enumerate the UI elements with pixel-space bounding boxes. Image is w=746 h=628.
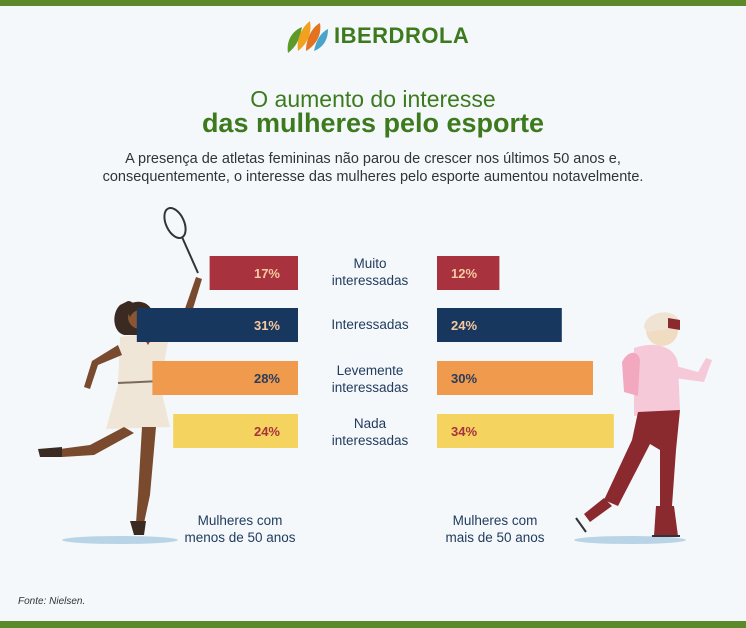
- group-label-over-50: Mulheres com mais de 50 anos: [445, 513, 545, 545]
- bar-over50-1: [437, 308, 562, 342]
- title-line-2: das mulheres pelo esporte: [201, 108, 545, 138]
- top-stripe: [0, 0, 746, 6]
- iberdrola-logo: IBERDROLA: [284, 16, 469, 56]
- group-label-under-50: Mulheres com menos de 50 anos: [184, 513, 296, 545]
- subtitle: A presença de atletas femininas não paro…: [102, 151, 644, 185]
- bar-over50-2: [437, 361, 593, 395]
- category-label-levemente: Levemente interessadas: [331, 363, 409, 395]
- category-label-muito: Muito interessadas: [331, 256, 409, 288]
- bar-label-under50-0: 17%: [254, 266, 280, 281]
- category-label-interessadas: Interessadas: [331, 317, 409, 332]
- bar-label-over50-3: 34%: [451, 424, 477, 439]
- bar-over50-3: [437, 414, 614, 448]
- badminton-player-illustration: [38, 207, 202, 544]
- bar-under50-1: [136, 308, 298, 342]
- bar-over50-0: [437, 256, 500, 290]
- bar-label-under50-1: 31%: [254, 318, 280, 333]
- logo-text: IBERDROLA: [334, 23, 470, 48]
- bar-label-under50-2: 28%: [254, 371, 280, 386]
- bar-under50-0: [209, 256, 298, 290]
- bar-under50-2: [152, 361, 298, 395]
- bar-label-over50-0: 12%: [451, 266, 477, 281]
- bottom-stripe: [0, 621, 746, 628]
- source-note: Fonte: Nielsen.: [18, 596, 86, 607]
- bar-label-over50-1: 24%: [451, 318, 477, 333]
- bar-label-under50-3: 24%: [254, 424, 280, 439]
- bar-label-over50-2: 30%: [451, 371, 477, 386]
- senior-runner-illustration: [574, 312, 712, 544]
- bar-under50-3: [173, 414, 298, 448]
- category-label-nada: Nada interessadas: [331, 416, 409, 448]
- leaf-logo-icon: [287, 21, 328, 53]
- title-line-1: O aumento do interesse: [250, 86, 496, 112]
